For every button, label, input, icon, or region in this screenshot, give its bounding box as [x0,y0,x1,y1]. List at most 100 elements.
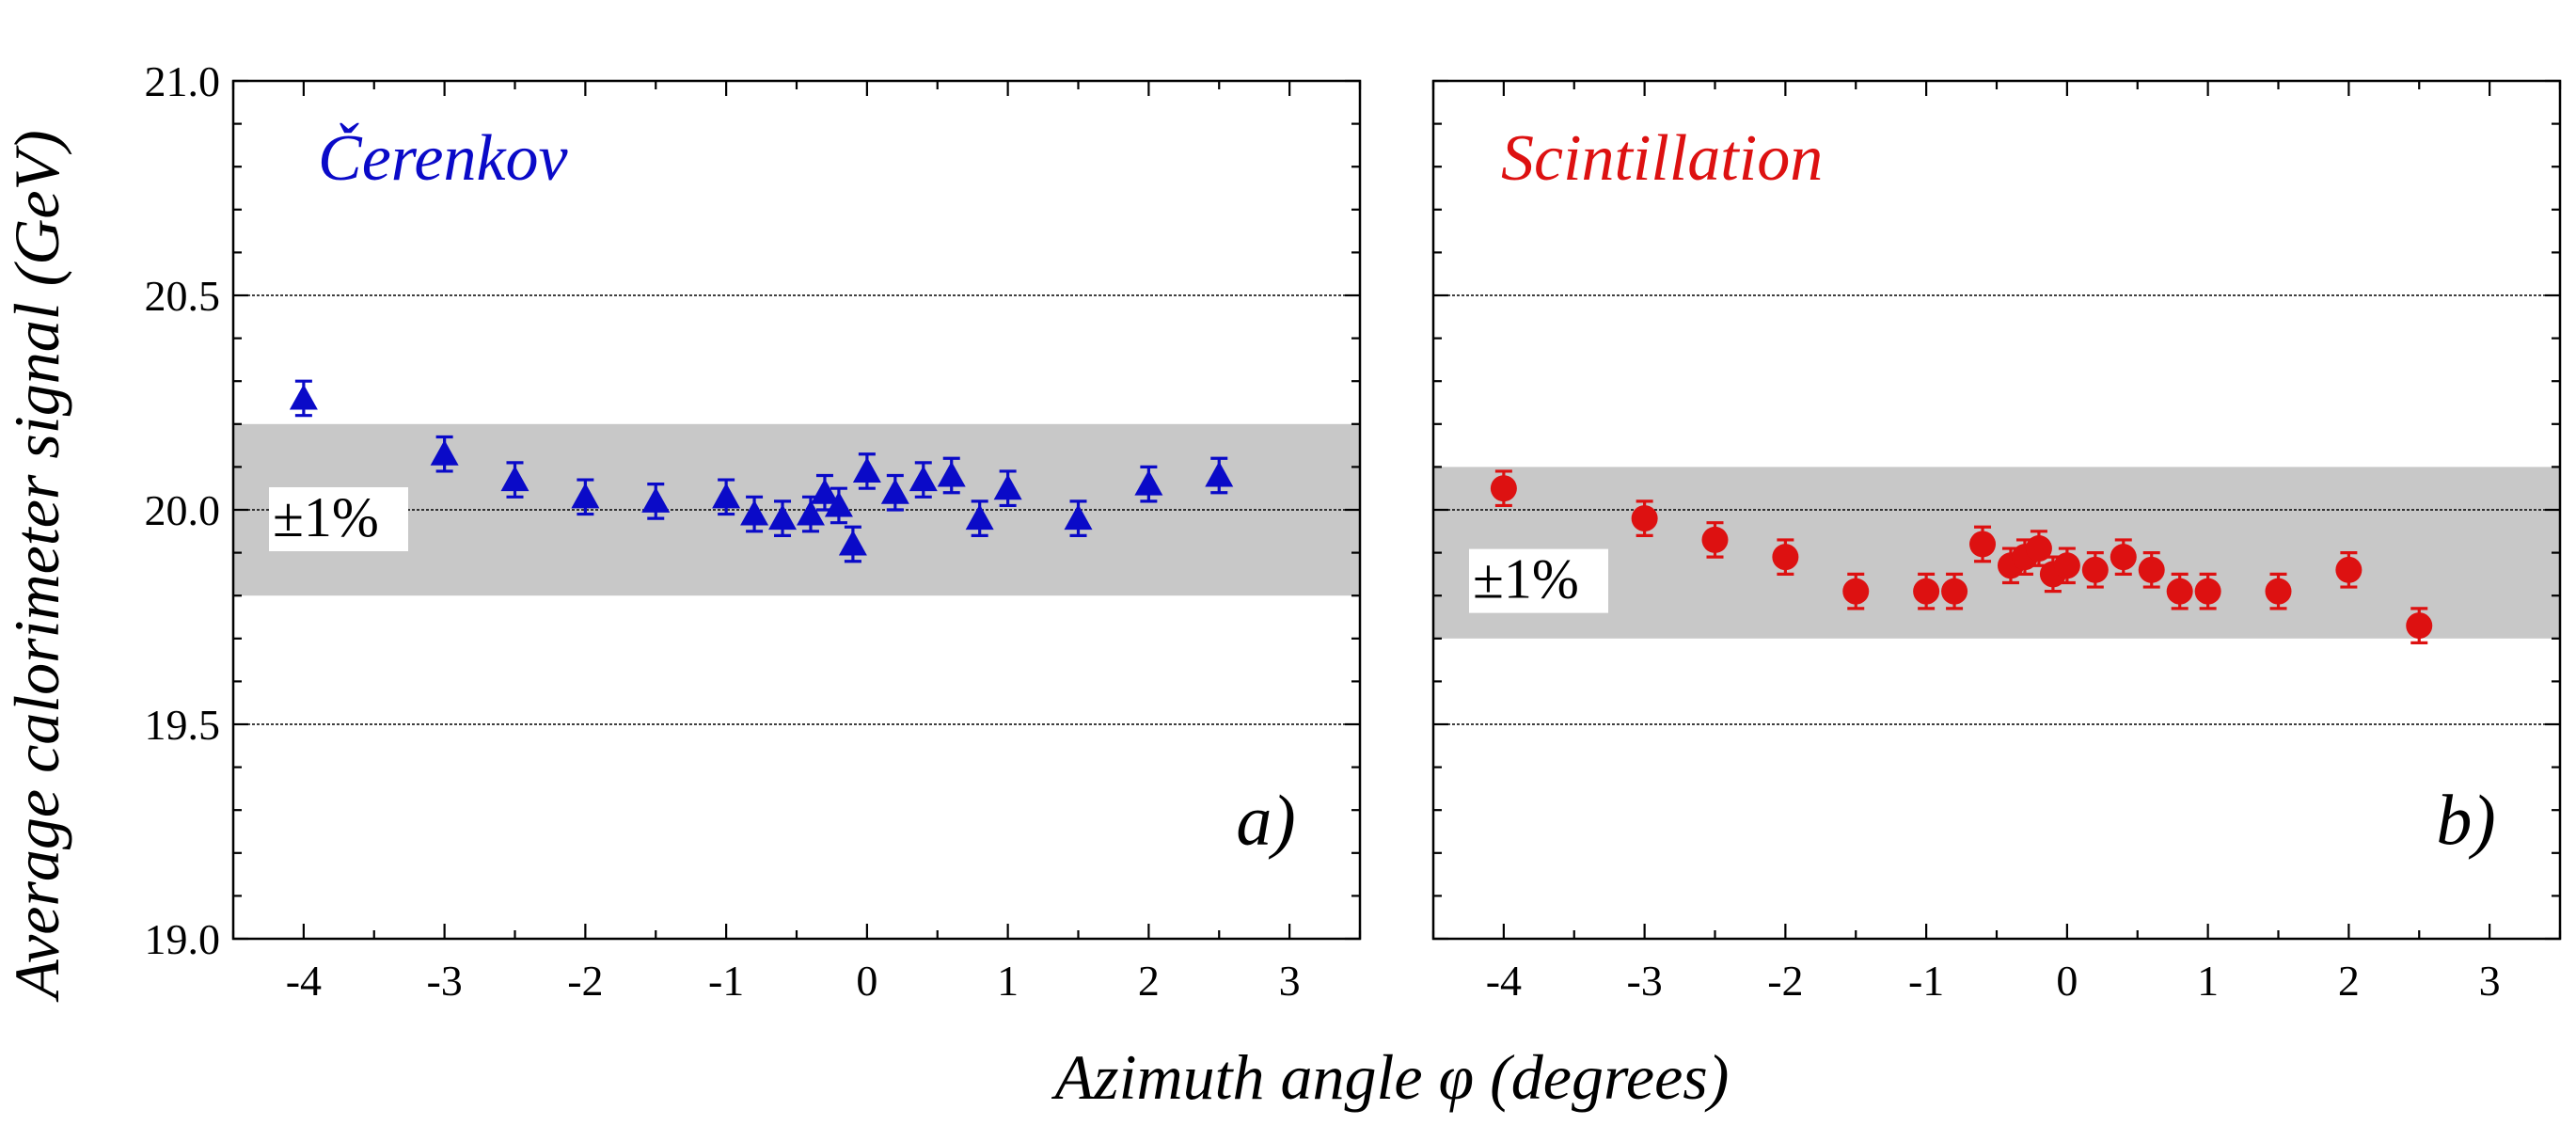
data-point [768,499,798,537]
x-tick-label: -3 [1626,957,1662,1005]
data-point [289,379,318,418]
data-point [1941,572,1968,610]
data-point [2335,550,2363,589]
triangle-marker [1134,469,1163,496]
x-tick-label: -2 [1767,957,1803,1005]
band-label: ±1% [1473,548,1579,610]
data-point [937,456,966,495]
data-point [1490,469,1517,508]
data-point [852,452,881,490]
x-tick-label: 3 [2479,957,2501,1005]
triangle-marker [880,478,909,504]
circle-marker [1772,544,1799,571]
data-point [1631,499,1658,537]
data-point [1064,499,1093,537]
data-point [1913,572,1940,610]
data-point [2406,607,2433,644]
band-1pct [1433,467,2560,639]
circle-marker [1490,475,1517,502]
data-point [740,495,769,533]
triangle-marker [993,474,1022,500]
x-tick-label: 1 [997,957,1019,1005]
triangle-marker [768,504,798,531]
data-point [641,483,671,520]
circle-marker [1842,578,1870,605]
triangle-marker [937,461,966,487]
y-tick-label: 21.0 [145,57,221,105]
data-point [2081,550,2109,589]
x-tick-label: 2 [2338,957,2360,1005]
triangle-marker [852,456,881,483]
data-point [1134,465,1163,503]
triangle-marker [430,439,459,466]
triangle-marker [824,491,853,517]
data-point [880,473,909,512]
triangle-marker [1205,461,1234,487]
data-point [1969,525,1997,563]
data-point [965,499,994,537]
panel-letter: a) [1236,782,1295,861]
x-tick-label: 0 [2056,957,2078,1005]
triangle-marker [796,499,825,526]
data-point [712,478,741,516]
triangle-marker [571,483,600,509]
data-point [2265,572,2292,610]
data-point [2138,550,2165,589]
triangle-marker [500,466,529,492]
data-point [2025,530,2052,567]
y-tick-label: 19.0 [145,915,221,963]
circle-marker [2194,578,2221,605]
triangle-marker [712,483,741,509]
circle-marker [2265,578,2292,605]
x-tick-label: 3 [1279,957,1301,1005]
y-tick-label: 19.5 [145,701,221,749]
x-tick-label: -4 [1486,957,1522,1005]
data-point [2053,547,2080,585]
panel-letter: b) [2436,782,2495,861]
circle-marker [2081,556,2109,583]
circle-marker [2053,552,2080,579]
band-label-box [1469,548,1608,613]
data-point [2166,572,2193,610]
band-1pct [233,423,1360,596]
triangle-marker [1064,504,1093,531]
band-label: ±1% [273,486,379,548]
circle-marker [1969,531,1997,558]
panel-b: -4 -3 -2 -1 0 1 2 3 Scintillation b) ±1% [1431,79,2562,1005]
data-point [993,469,1022,508]
panel-a: -4 -3 -2 -1 0 1 2 3 19.0 19.5 20.0 20.5 21.0 Čerenkov… [145,57,1362,1005]
circle-marker [1631,505,1658,532]
x-tick-label: -1 [1908,957,1944,1005]
x-tick-label: 2 [1138,957,1160,1005]
circle-marker [2166,578,2193,605]
triangle-marker [641,486,671,513]
x-tick-label: -1 [708,957,744,1005]
data-point [430,435,459,473]
x-tick-label: 0 [856,957,877,1005]
data-point [824,486,853,525]
y-tick-label: 20.0 [145,486,221,534]
circle-marker [2110,544,2137,571]
data-point [1772,538,1799,577]
circle-marker [2335,556,2363,583]
data-point [909,461,938,499]
x-tick-label: -3 [426,957,462,1005]
triangle-marker [810,478,839,504]
triangle-marker [740,499,769,526]
circle-marker [2138,556,2165,583]
circle-marker [2025,535,2052,563]
triangle-marker [909,466,938,492]
data-point [1701,521,1729,559]
x-tick-label: -4 [286,957,322,1005]
circle-marker [2406,612,2433,640]
x-tick-label: 1 [2197,957,2219,1005]
data-point [571,478,600,516]
x-axis-label: Azimuth angle φ (degrees) [1051,1041,1730,1113]
data-point [2194,572,2221,610]
band-label-box [269,487,408,551]
data-point [500,461,529,499]
circle-marker [1913,578,1940,605]
data-point [1205,456,1234,495]
